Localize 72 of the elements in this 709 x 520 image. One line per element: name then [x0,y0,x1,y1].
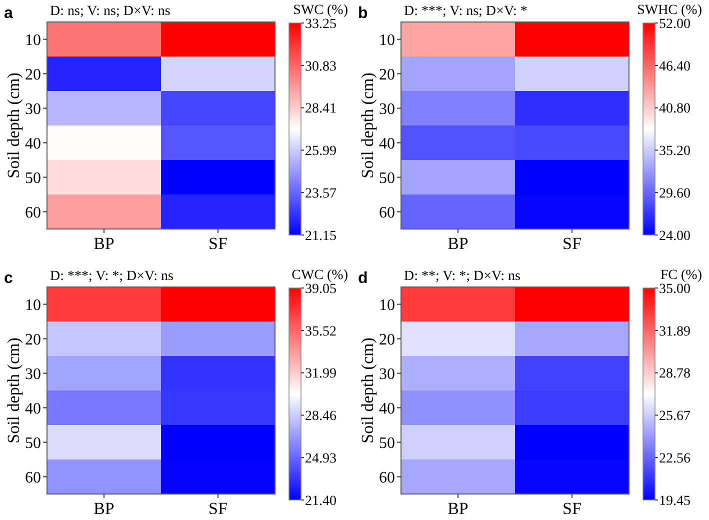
y-tick-label: 50 [379,434,395,452]
y-tick-label: 10 [25,32,41,49]
y-axis-title: Soil depth (cm) [4,72,23,178]
color-bar-label: 40.80 [659,102,690,117]
y-tick-label: 60 [379,204,395,222]
y-tick-label: 40 [25,135,41,152]
y-tick-label: 10 [25,296,41,314]
y-tick-label: 30 [379,366,395,383]
x-tick-label: SF [562,234,582,253]
chart-title: c [4,270,13,287]
color-bar-title: SWC (%) [293,3,348,18]
y-tick-label: 50 [25,434,41,452]
color-bar-label: 35.52 [305,324,336,340]
chart-subtitle: D: **; V: *; D×V: ns [404,269,520,284]
x-tick-label: BP [448,499,468,518]
y-tick-label: 50 [379,170,395,187]
color-bar-title: CWC (%) [292,268,348,283]
chart-subtitle: D: ***; V: *; D×V: ns [50,269,174,284]
y-tick-label: 50 [25,170,41,187]
color-bar-label: 46.40 [659,59,690,74]
y-axis-title: Soil depth (cm) [4,338,23,444]
y-axis-title: Soil depth (cm) [358,72,377,178]
color-bar-title: SWHC (%) [637,3,702,18]
y-tick-label: 30 [25,366,41,383]
y-tick-label: 40 [379,135,395,152]
x-tick-label: BP [94,234,114,253]
chart-title: a [4,5,13,22]
color-bar-title: FC (%) [660,268,702,283]
x-tick-label: BP [448,234,468,253]
color-bar-label: 24.93 [305,452,336,466]
y-tick-label: 10 [379,32,395,49]
color-bar-label: 30.83 [305,59,336,74]
color-bar-label: 28.78 [659,366,690,382]
color-bar-label: 52.00 [659,16,690,32]
color-bar-label: 23.57 [305,186,336,202]
y-tick-label: 40 [25,400,41,418]
x-tick-label: BP [94,499,114,518]
y-tick-label: 30 [25,100,41,118]
color-bar-label: 29.60 [659,186,690,202]
y-tick-label: 60 [25,204,41,222]
color-bar-label: 19.45 [659,494,690,509]
color-bar-label: 35.20 [659,144,690,160]
color-bar-label: 25.67 [659,409,690,424]
y-tick-label: 60 [25,469,41,486]
y-tick-label: 60 [379,469,395,486]
y-tick-label: 10 [379,296,395,314]
color-bar-label: 28.46 [305,409,336,424]
y-tick-label: 20 [25,66,41,84]
color-bar-label: 25.99 [305,144,336,160]
y-tick-label: 20 [25,331,41,348]
color-bar-label: 24.00 [659,228,690,244]
y-tick-label: 20 [379,66,395,84]
chart-title: b [358,5,368,22]
y-tick-label: 20 [379,331,395,348]
color-bar-label: 21.15 [305,228,336,244]
x-tick-label: SF [208,234,228,253]
color-bar-label: 28.41 [305,102,336,117]
color-bar-label: 31.89 [659,324,690,340]
chart-title: d [358,270,368,287]
color-bar-label: 22.56 [659,452,690,466]
y-axis-title: Soil depth (cm) [358,338,377,444]
chart-subtitle: D: ***; V: ns; D×V: * [404,4,528,19]
y-tick-label: 40 [379,400,395,418]
y-tick-label: 30 [379,100,395,118]
color-bar-label: 33.25 [305,16,336,32]
x-tick-label: SF [208,499,228,518]
color-bar-label: 21.40 [305,494,336,509]
color-bar-label: 35.00 [659,282,690,297]
color-bar-label: 39.05 [305,282,336,297]
chart-subtitle: D: ns; V: ns; D×V: ns [50,4,170,19]
color-bar-label: 31.99 [305,366,336,382]
x-tick-label: SF [562,499,582,518]
